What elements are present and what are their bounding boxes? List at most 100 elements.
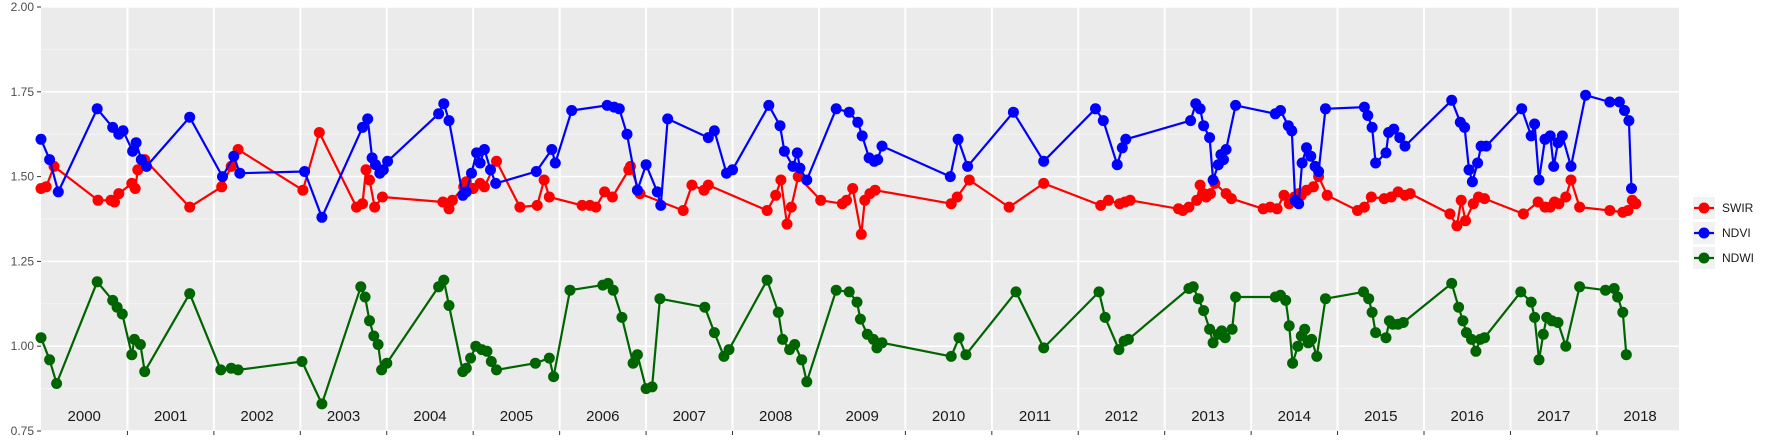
data-point bbox=[815, 194, 827, 206]
data-point bbox=[855, 228, 867, 240]
data-point bbox=[1457, 315, 1469, 327]
data-point bbox=[127, 145, 139, 157]
data-point bbox=[1038, 177, 1050, 189]
y-major-gridlines bbox=[41, 6, 1679, 432]
year-label: 2006 bbox=[586, 408, 619, 425]
data-point bbox=[35, 332, 47, 344]
data-point bbox=[944, 171, 956, 183]
data-point bbox=[1207, 337, 1219, 349]
data-point bbox=[116, 308, 128, 320]
data-point bbox=[368, 330, 380, 342]
data-point bbox=[876, 337, 888, 349]
data-point bbox=[130, 137, 142, 149]
data-point bbox=[1529, 118, 1541, 130]
data-point bbox=[1299, 323, 1311, 335]
data-point bbox=[841, 194, 853, 206]
data-point bbox=[1533, 174, 1545, 186]
data-point bbox=[1194, 103, 1206, 115]
data-point bbox=[530, 166, 542, 177]
data-point bbox=[876, 140, 888, 152]
data-point bbox=[1525, 130, 1537, 142]
data-point bbox=[1525, 296, 1537, 308]
data-point bbox=[963, 174, 975, 186]
data-point bbox=[113, 188, 125, 200]
data-point bbox=[1397, 317, 1409, 328]
data-point bbox=[543, 191, 555, 203]
data-point bbox=[376, 191, 388, 203]
data-point bbox=[1192, 293, 1204, 305]
data-point bbox=[91, 103, 103, 115]
data-point bbox=[1548, 160, 1560, 172]
data-point bbox=[1287, 357, 1299, 369]
data-point bbox=[723, 344, 735, 356]
data-point bbox=[1358, 201, 1370, 213]
data-point bbox=[1544, 130, 1556, 142]
data-point bbox=[651, 186, 663, 198]
data-point bbox=[1103, 194, 1114, 206]
data-point bbox=[1612, 291, 1624, 303]
data-point bbox=[1479, 332, 1490, 344]
data-point bbox=[1560, 340, 1572, 352]
data-point bbox=[228, 150, 240, 162]
data-point bbox=[1038, 342, 1050, 354]
data-point bbox=[1307, 181, 1319, 193]
data-point bbox=[1124, 194, 1136, 206]
data-point bbox=[1280, 294, 1292, 306]
data-point bbox=[1620, 349, 1632, 361]
data-point bbox=[1286, 125, 1298, 137]
series-line bbox=[40, 131, 1637, 236]
data-point bbox=[1090, 103, 1101, 115]
data-point bbox=[1093, 286, 1105, 298]
data-point bbox=[1446, 277, 1458, 289]
year-label: 2017 bbox=[1537, 408, 1570, 425]
data-point bbox=[443, 115, 455, 127]
data-point bbox=[1574, 281, 1586, 293]
data-point bbox=[655, 199, 667, 211]
data-point bbox=[549, 157, 561, 169]
data-point bbox=[438, 274, 450, 286]
data-point bbox=[1580, 89, 1592, 101]
data-point bbox=[1191, 194, 1203, 206]
data-point bbox=[1320, 293, 1331, 305]
data-point bbox=[785, 201, 797, 213]
data-point bbox=[481, 345, 493, 357]
data-point bbox=[1293, 198, 1305, 210]
data-point bbox=[364, 174, 375, 186]
legend: SWIR NDVI NDWI bbox=[1693, 197, 1754, 269]
legend-label: SWIR bbox=[1722, 201, 1754, 215]
data-point bbox=[364, 315, 375, 327]
data-point bbox=[1617, 306, 1629, 318]
data-point bbox=[621, 128, 633, 140]
data-point bbox=[372, 339, 384, 350]
series-swir bbox=[35, 127, 1642, 240]
data-point bbox=[1560, 191, 1572, 203]
data-point bbox=[316, 211, 328, 223]
data-point bbox=[1453, 301, 1465, 313]
data-point bbox=[1003, 201, 1015, 213]
data-point bbox=[1230, 291, 1242, 303]
data-point bbox=[313, 127, 325, 138]
year-label: 2013 bbox=[1191, 408, 1224, 425]
year-gridlines bbox=[126, 7, 1598, 431]
data-point bbox=[438, 98, 450, 110]
data-point bbox=[1363, 293, 1375, 305]
series-layer bbox=[35, 89, 1642, 410]
data-point bbox=[1305, 150, 1317, 162]
data-point bbox=[830, 284, 842, 296]
data-point bbox=[945, 350, 957, 362]
data-point bbox=[646, 381, 658, 393]
series-ndwi bbox=[35, 274, 1632, 410]
data-point bbox=[789, 339, 801, 350]
data-point bbox=[1533, 354, 1545, 366]
data-point bbox=[1204, 323, 1216, 335]
data-point bbox=[763, 99, 775, 111]
data-point bbox=[1556, 130, 1568, 142]
data-point bbox=[1198, 120, 1210, 132]
data-point bbox=[1220, 144, 1232, 155]
data-point bbox=[1183, 201, 1195, 213]
data-point bbox=[1472, 157, 1484, 169]
data-point bbox=[801, 174, 813, 186]
data-point bbox=[1460, 215, 1471, 227]
x-axis bbox=[126, 431, 1598, 435]
year-label: 2010 bbox=[932, 408, 965, 425]
